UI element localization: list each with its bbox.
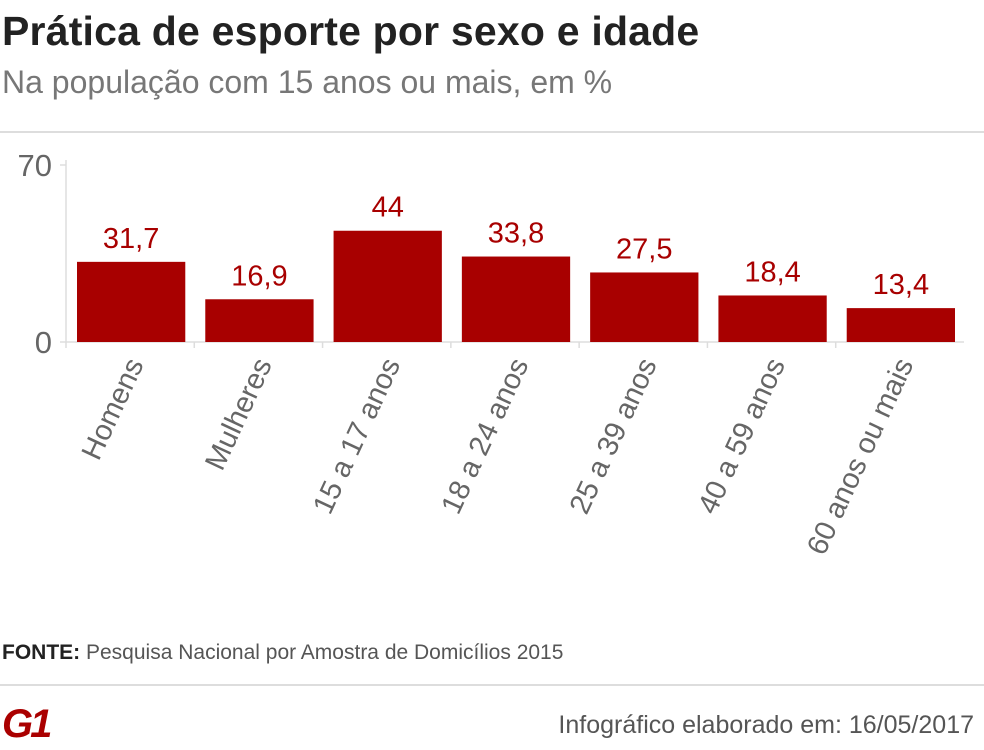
data-label: 27,5: [616, 233, 672, 265]
data-label: 16,9: [231, 260, 287, 292]
bar: [461, 256, 571, 342]
x-tick-label: 40 a 59 anos: [692, 353, 792, 519]
bar-chart: 0 70 31,7 Homens 16,9 Mulheres 44 15 a 17 anos 3…: [18, 148, 964, 560]
source-label: FONTE:: [2, 641, 81, 664]
x-tick-label: 15 a 17 anos: [307, 353, 407, 519]
header-divider: [0, 131, 984, 133]
bar: [333, 230, 442, 342]
bar: [846, 308, 955, 342]
x-tick-label: 25 a 39 anos: [564, 353, 664, 519]
g1-logo: G1: [2, 702, 52, 746]
x-tick-label: Mulheres: [199, 353, 278, 475]
credit-text: Infográfico elaborado em: 16/05/2017: [558, 711, 974, 739]
bar: [205, 299, 314, 342]
chart-title: Prática de esporte por sexo e idade: [2, 8, 700, 54]
x-tick-label: Homens: [76, 353, 151, 464]
bar: [77, 261, 186, 342]
footer-divider: [0, 684, 984, 686]
chart-subtitle: Na população com 15 anos ou mais, em %: [2, 64, 613, 100]
bar: [718, 295, 827, 342]
x-tick-label: 60 anos ou mais: [801, 353, 920, 559]
data-label: 18,4: [744, 256, 800, 288]
y-tick-label: 70: [18, 148, 52, 183]
source-text: Pesquisa Nacional por Amostra de Domicíl…: [86, 641, 564, 664]
source-note: FONTE: Pesquisa Nacional por Amostra de …: [2, 641, 563, 665]
bar: [590, 272, 699, 342]
data-label: 31,7: [103, 223, 159, 255]
data-label: 13,4: [873, 269, 929, 301]
x-tick-label: 18 a 24 anos: [435, 353, 535, 519]
data-label: 33,8: [488, 218, 544, 250]
y-tick-label: 0: [35, 325, 52, 360]
data-label: 44: [372, 192, 404, 224]
